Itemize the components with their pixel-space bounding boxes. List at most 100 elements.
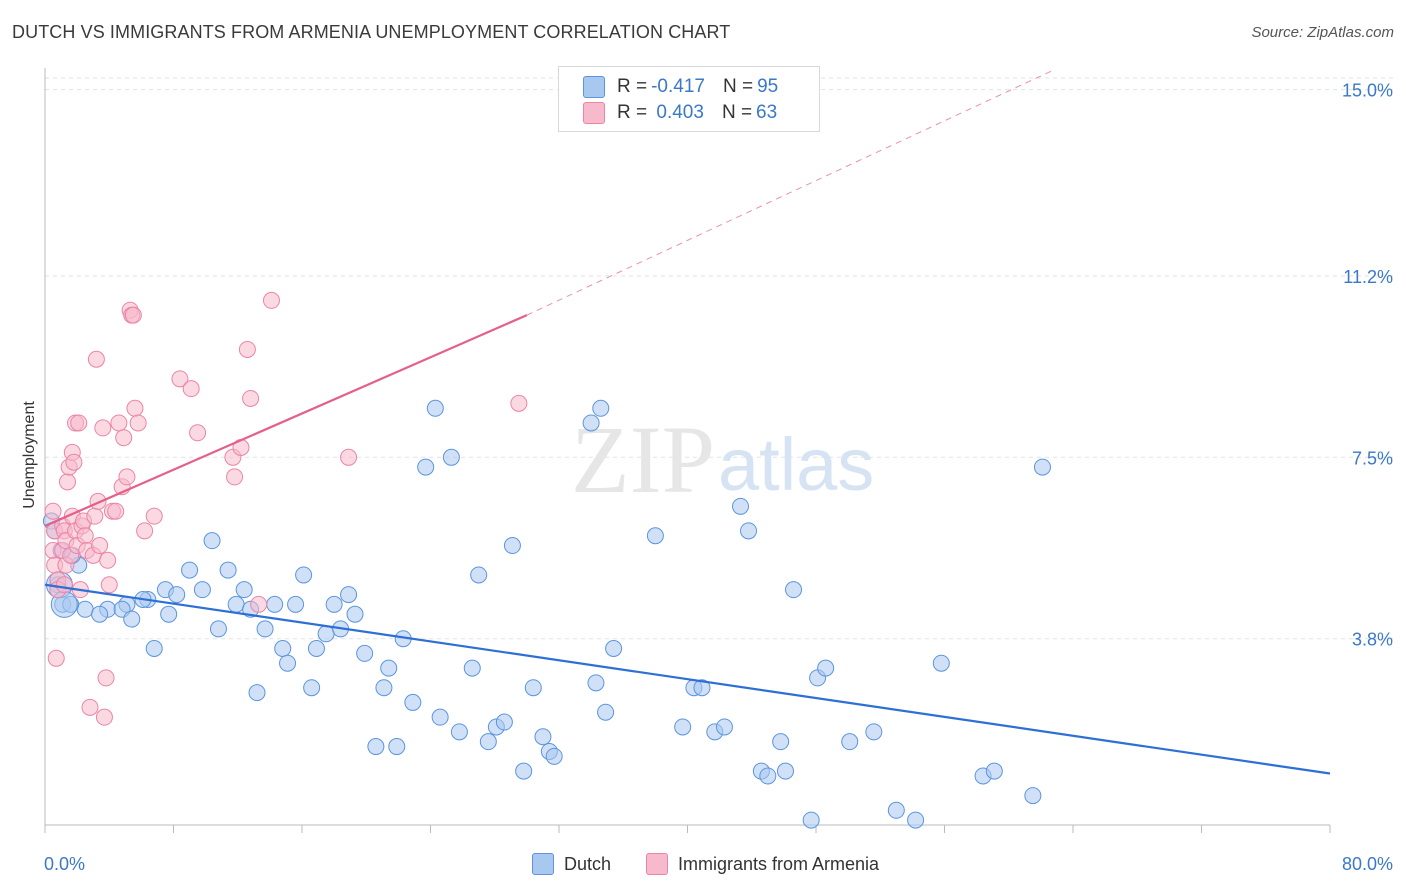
armenia-point: [100, 576, 118, 594]
dutch-point: [479, 733, 497, 751]
y-tick-label: 3.8%: [1352, 630, 1393, 650]
dutch-point: [91, 605, 109, 623]
armenia-point: [58, 473, 76, 491]
armenia-point: [226, 468, 244, 486]
dutch-point: [417, 458, 435, 476]
x-tick-label-min: 0.0%: [44, 854, 85, 874]
bottom-legend-dutch: Dutch: [532, 852, 611, 876]
dutch-point: [168, 586, 186, 604]
dutch-point: [442, 448, 460, 466]
dutch-point: [759, 767, 777, 785]
dutch-point: [160, 605, 178, 623]
armenia-point: [189, 424, 207, 442]
armenia-point: [115, 429, 133, 447]
watermark-atlas: atlas: [718, 423, 874, 506]
x-tick-labels: 0.0% 80.0%: [44, 854, 1393, 874]
dutch-point: [693, 679, 711, 697]
dutch-point: [303, 679, 321, 697]
dutch-point: [431, 708, 449, 726]
armenia-point: [94, 419, 112, 437]
correlation-legend: R = -0.417 N = 95 R = 0.403 N = 63: [558, 66, 820, 132]
dutch-point: [646, 527, 664, 545]
dutch-point: [907, 811, 925, 829]
armenia-point: [262, 291, 280, 309]
dutch-point: [219, 561, 237, 579]
dutch-point: [287, 595, 305, 613]
armenia-swatch: [583, 102, 605, 124]
armenia-point: [65, 453, 83, 471]
x-tick-label-max: 80.0%: [1342, 854, 1393, 874]
armenia-point: [97, 669, 115, 687]
dutch-point: [426, 399, 444, 417]
armenia-point: [182, 380, 200, 398]
dutch-point: [985, 762, 1003, 780]
dutch-n-label: N =: [722, 76, 754, 97]
dutch-point: [256, 620, 274, 638]
dutch-point: [248, 684, 266, 702]
dutch-point: [145, 640, 163, 658]
dutch-point: [772, 733, 790, 751]
armenia-legend-label: Immigrants from Armenia: [678, 853, 880, 874]
dutch-point: [841, 733, 859, 751]
dutch-point: [346, 605, 364, 623]
armenia-point: [340, 448, 358, 466]
dutch-point: [495, 713, 513, 731]
armenia-point: [87, 350, 105, 368]
dutch-point: [865, 723, 883, 741]
armenia-point: [70, 414, 88, 432]
dutch-point: [388, 738, 406, 756]
armenia-point: [107, 502, 125, 520]
dutch-point: [274, 640, 292, 658]
armenia-point: [81, 698, 99, 716]
armenia-point: [110, 414, 128, 432]
y-tick-label: 11.2%: [1343, 267, 1393, 287]
dutch-point: [887, 801, 905, 819]
armenia-point: [76, 527, 94, 545]
armenia-point: [95, 708, 113, 726]
grid-lines: [45, 77, 1395, 640]
dutch-point: [227, 595, 245, 613]
dutch-point: [582, 414, 600, 432]
armenia-point: [86, 507, 104, 525]
dutch-point: [597, 703, 615, 721]
dutch-point: [545, 747, 563, 765]
axes: [44, 68, 1331, 833]
chart-title: DUTCH VS IMMIGRANTS FROM ARMENIA UNEMPLO…: [12, 22, 731, 42]
armenia-r-value: 0.403: [651, 102, 704, 123]
dutch-point: [266, 595, 284, 613]
dutch-point: [740, 522, 758, 540]
dutch-point: [605, 640, 623, 658]
dutch-point: [534, 728, 552, 746]
dutch-point: [732, 497, 750, 515]
y-tick-label: 7.5%: [1352, 448, 1393, 468]
legend-row-armenia: R = 0.403 N = 63: [583, 101, 777, 125]
dutch-point: [524, 679, 542, 697]
y-tick-label: 15.0%: [1342, 81, 1393, 101]
dutch-point: [450, 723, 468, 741]
armenia-point: [145, 507, 163, 525]
dutch-point: [181, 561, 199, 579]
armenia-point: [242, 389, 260, 407]
trend-lines: [44, 69, 1331, 775]
dutch-point: [123, 610, 141, 628]
armenia-point: [250, 595, 268, 613]
dutch-point: [785, 581, 803, 599]
armenia-r-label: R =: [617, 102, 648, 123]
armenia-point: [118, 468, 136, 486]
dutch-point: [503, 537, 521, 555]
armenia-point: [47, 649, 65, 667]
dutch-point: [404, 693, 422, 711]
dutch-point: [295, 566, 313, 584]
dutch-legend-swatch: [532, 853, 554, 875]
dutch-point: [1033, 458, 1051, 476]
armenia-point: [44, 502, 62, 520]
armenia-points: [44, 291, 528, 726]
dutch-point: [715, 718, 733, 736]
dutch-legend-label: Dutch: [564, 853, 612, 874]
dutch-point: [817, 659, 835, 677]
armenia-point: [136, 522, 154, 540]
dutch-swatch: [583, 76, 605, 98]
armenia-point: [129, 414, 147, 432]
armenia-point: [238, 340, 256, 358]
